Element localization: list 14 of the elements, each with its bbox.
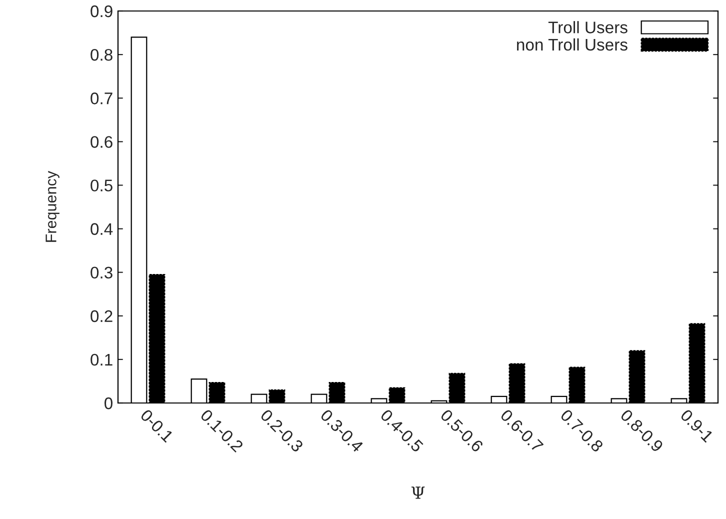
y-tick-label: 0.8 bbox=[90, 48, 112, 61]
y-tick-label: 0.9 bbox=[90, 5, 112, 18]
y-tick-label: 0.3 bbox=[90, 266, 112, 279]
y-tick-label: 0 bbox=[104, 397, 112, 410]
x-axis-title: Ψ bbox=[411, 486, 425, 499]
y-axis-title: Frequency bbox=[46, 170, 60, 242]
y-tick-label: 0.6 bbox=[90, 136, 112, 148]
y-tick-label: 0.1 bbox=[90, 354, 112, 366]
y-tick-label: 0.5 bbox=[90, 180, 112, 192]
y-tick-label: 0.4 bbox=[90, 223, 113, 235]
legend-label: non Troll Users bbox=[517, 38, 628, 51]
legend-label: Troll Users bbox=[548, 21, 628, 34]
y-tick-label: 0.7 bbox=[90, 92, 112, 104]
y-tick-label: 0.2 bbox=[90, 310, 112, 322]
